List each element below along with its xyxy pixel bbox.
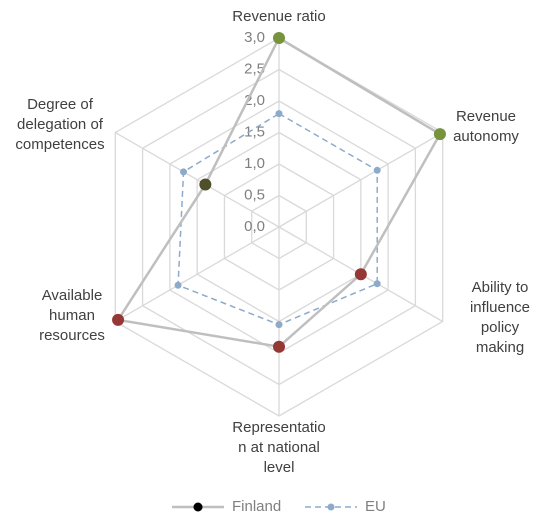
category-label: Representatio n at national level <box>232 419 326 476</box>
category-label: Revenue autonomy <box>453 108 519 145</box>
r-tick-label: 0,5 <box>244 186 265 203</box>
data-point <box>275 110 283 118</box>
category-label: Ability to influence policy making <box>469 279 531 356</box>
data-point <box>112 313 125 326</box>
category-label: Revenue ratio <box>232 8 326 25</box>
legend-marker <box>193 502 203 512</box>
data-point <box>354 268 367 281</box>
spoke <box>114 226 280 323</box>
data-point <box>174 281 182 289</box>
data-point <box>433 128 446 141</box>
r-tick-label: 2,5 <box>244 60 265 77</box>
legend-marker <box>327 503 335 511</box>
spoke <box>114 131 280 228</box>
data-point <box>180 168 188 176</box>
category-label: Available human resources <box>39 287 105 344</box>
data-point <box>199 178 212 191</box>
legend-label: Finland <box>232 498 281 515</box>
r-tick-label: 3,0 <box>244 29 265 46</box>
data-point <box>273 340 285 353</box>
data-point <box>373 280 381 288</box>
r-tick-label: 0,0 <box>244 218 265 235</box>
data-point <box>275 321 283 329</box>
r-tick-label: 1,0 <box>244 155 265 172</box>
r-tick-label: 1,5 <box>244 123 265 140</box>
category-label: Degree of delegation of competences <box>15 96 105 153</box>
data-point <box>273 32 285 44</box>
data-point <box>373 166 381 174</box>
legend-label: EU <box>365 498 386 515</box>
spoke <box>278 131 444 228</box>
series-line <box>177 112 378 326</box>
